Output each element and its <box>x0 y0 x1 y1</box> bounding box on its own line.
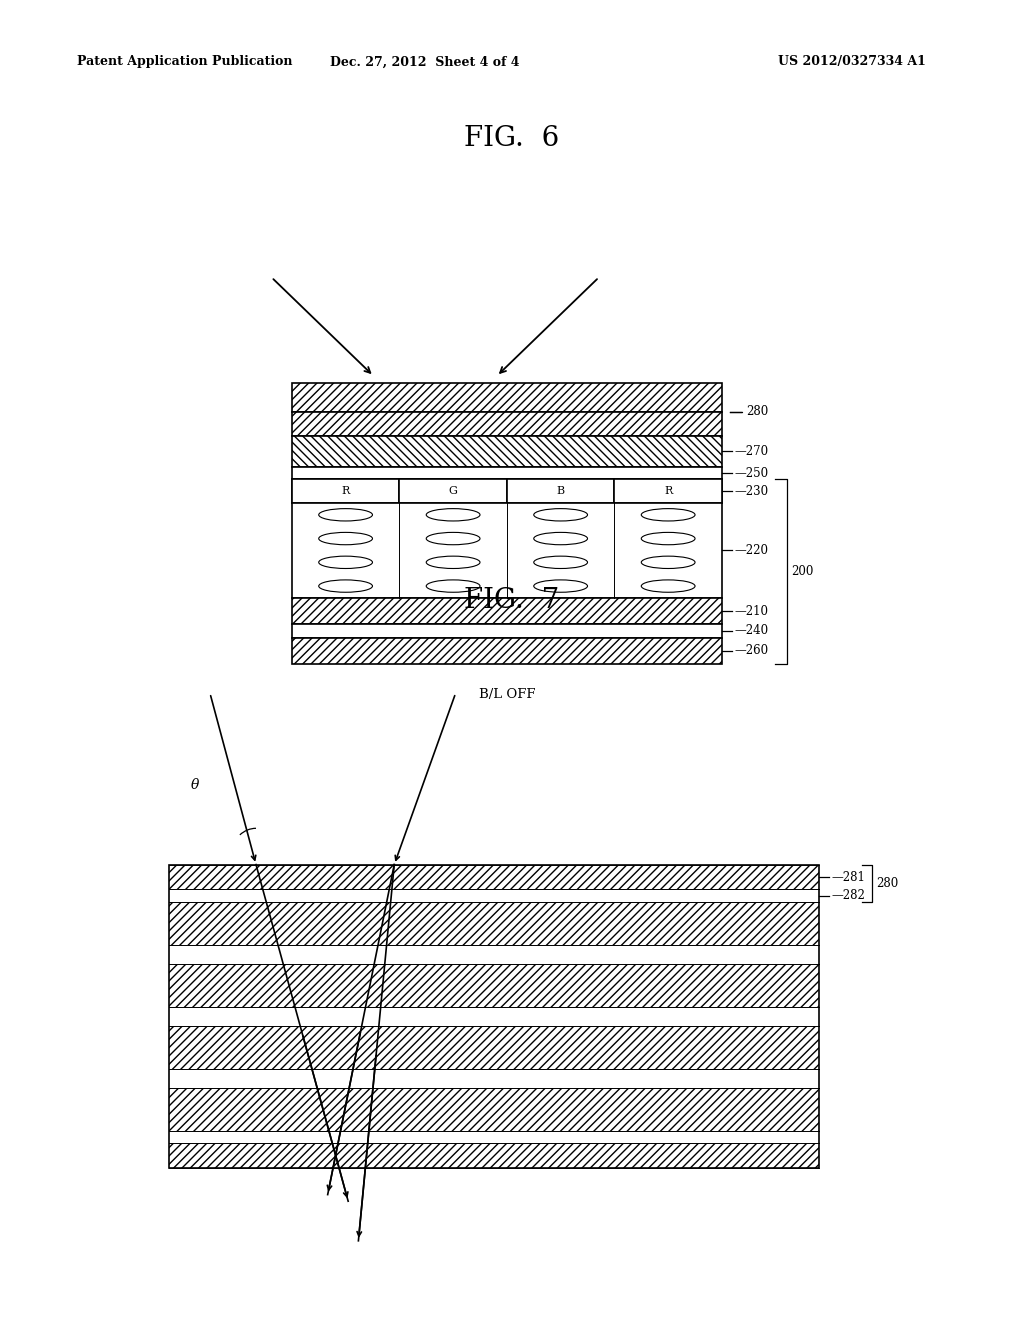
Bar <box>169 902 819 945</box>
Bar <box>169 1143 819 1168</box>
Bar <box>292 383 722 412</box>
Text: R: R <box>341 486 350 496</box>
Ellipse shape <box>318 508 373 521</box>
Bar <box>292 638 722 664</box>
Ellipse shape <box>318 579 373 593</box>
Text: θ: θ <box>190 779 199 792</box>
Text: —250: —250 <box>734 467 768 479</box>
Text: B: B <box>557 486 564 496</box>
Ellipse shape <box>426 579 480 593</box>
Bar <box>292 436 722 467</box>
Text: G: G <box>449 486 458 496</box>
Bar <box>169 1026 819 1069</box>
Bar <box>169 1026 819 1069</box>
Text: —281: —281 <box>831 870 865 883</box>
Bar <box>169 964 819 1007</box>
Bar <box>169 865 819 1168</box>
Text: FIG.  7: FIG. 7 <box>464 587 560 614</box>
Bar <box>292 638 722 664</box>
Ellipse shape <box>534 579 588 593</box>
Ellipse shape <box>641 556 695 569</box>
Ellipse shape <box>534 556 588 569</box>
Bar <box>169 865 819 1168</box>
Ellipse shape <box>426 508 480 521</box>
Bar <box>169 1088 819 1131</box>
Bar <box>292 624 722 638</box>
Bar <box>292 479 722 503</box>
Text: —240: —240 <box>734 624 768 638</box>
Text: —220: —220 <box>734 544 768 557</box>
Ellipse shape <box>641 579 695 593</box>
Bar <box>292 598 722 624</box>
Ellipse shape <box>641 532 695 545</box>
Bar <box>169 865 819 890</box>
Bar <box>169 1088 819 1131</box>
Ellipse shape <box>318 532 373 545</box>
Text: R: R <box>664 486 673 496</box>
Bar <box>292 436 722 467</box>
Text: FIG.  6: FIG. 6 <box>464 125 560 152</box>
Text: —260: —260 <box>734 644 768 657</box>
Text: —210: —210 <box>734 605 768 618</box>
Bar <box>292 598 722 624</box>
Ellipse shape <box>534 532 588 545</box>
Bar <box>169 964 819 1007</box>
Bar <box>399 479 507 503</box>
Ellipse shape <box>534 508 588 521</box>
Text: —230: —230 <box>734 484 768 498</box>
Bar <box>292 383 722 412</box>
Text: 200: 200 <box>792 565 814 578</box>
Ellipse shape <box>426 532 480 545</box>
Text: —282: —282 <box>831 890 865 902</box>
Text: 280: 280 <box>746 405 769 418</box>
Text: 280: 280 <box>877 876 899 890</box>
Bar <box>169 865 819 890</box>
Bar <box>292 412 722 436</box>
Bar <box>507 479 614 503</box>
Bar <box>292 412 722 436</box>
Bar <box>614 479 722 503</box>
Bar <box>292 503 722 598</box>
Ellipse shape <box>426 556 480 569</box>
Ellipse shape <box>318 556 373 569</box>
Text: B/L OFF: B/L OFF <box>478 688 536 701</box>
Bar <box>292 467 722 479</box>
Bar <box>169 1143 819 1168</box>
Text: —270: —270 <box>734 445 768 458</box>
Bar <box>292 479 399 503</box>
Bar <box>169 902 819 945</box>
Ellipse shape <box>641 508 695 521</box>
Text: US 2012/0327334 A1: US 2012/0327334 A1 <box>778 55 926 69</box>
Text: Dec. 27, 2012  Sheet 4 of 4: Dec. 27, 2012 Sheet 4 of 4 <box>330 55 520 69</box>
Text: Patent Application Publication: Patent Application Publication <box>77 55 292 69</box>
